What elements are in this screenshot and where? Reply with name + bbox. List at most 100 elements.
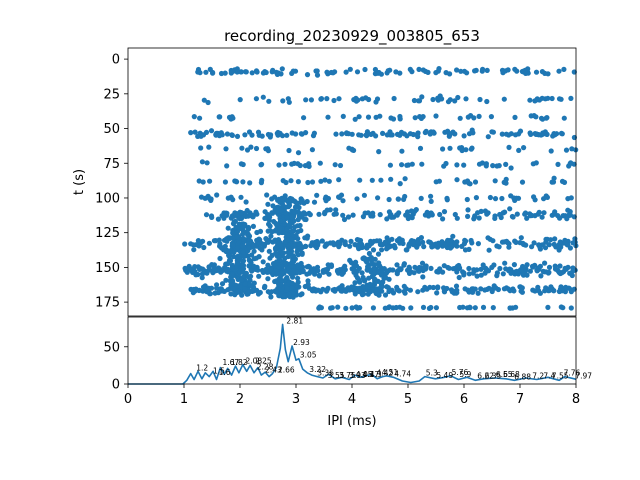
raster-point-987: [569, 272, 575, 279]
raster-point-139: [280, 98, 286, 104]
raster-point-313: [200, 132, 207, 138]
raster-point-67: [372, 66, 378, 73]
raster-point-1986: [370, 247, 377, 253]
raster-point-309: [259, 133, 265, 139]
raster-point-1077: [325, 262, 331, 268]
raster-y-tick-label-0: 0: [112, 53, 120, 68]
raster-point-435: [466, 180, 472, 186]
raster-point-423: [258, 180, 264, 186]
raster-point-369: [496, 163, 502, 169]
raster-point-51: [290, 68, 296, 74]
raster-point-870: [397, 240, 403, 246]
raster-point-345: [469, 145, 475, 151]
raster-point-1971: [238, 210, 244, 216]
raster-point-2055: [367, 289, 374, 295]
raster-point-50: [443, 70, 449, 76]
raster-point-1064: [199, 275, 205, 281]
raster-point-2068: [375, 251, 382, 257]
raster-point-1974: [244, 229, 250, 235]
raster-point-317: [206, 144, 212, 150]
raster-point-359: [204, 160, 210, 166]
raster-point-77: [210, 70, 216, 76]
raster-point-365: [461, 162, 467, 168]
raster-point-386: [317, 160, 323, 166]
raster-point-402: [247, 180, 253, 186]
raster-point-894: [538, 273, 544, 279]
raster-point-509: [350, 212, 356, 218]
raster-frame: [127, 47, 577, 317]
raster-point-2058: [360, 284, 366, 290]
raster-point-1965: [230, 286, 236, 292]
raster-point-87: [207, 66, 213, 72]
raster-point-1654: [304, 271, 310, 277]
peak-label-31: 6.68: [503, 370, 520, 379]
raster-point-66: [203, 69, 209, 75]
raster-point-1693: [286, 222, 292, 228]
raster-point-1972: [236, 221, 242, 227]
raster-point-304: [503, 131, 509, 137]
raster-point-1679: [289, 280, 295, 286]
raster-point-473: [375, 195, 381, 201]
raster-point-1841: [248, 273, 254, 279]
raster-point-1949: [249, 288, 255, 294]
raster-point-445: [314, 192, 320, 198]
raster-point-13: [561, 66, 567, 72]
raster-point-1724: [272, 278, 278, 285]
raster-point-308: [446, 130, 452, 136]
raster-point-560: [340, 212, 346, 218]
raster-point-2011: [378, 272, 384, 278]
raster-point-235: [339, 131, 345, 137]
raster-point-494: [428, 198, 434, 204]
raster-point-879: [448, 237, 454, 243]
raster-point-144: [303, 97, 309, 103]
raster-point-624: [497, 211, 503, 218]
raster-point-434: [233, 178, 239, 184]
raster-point-1673: [301, 210, 307, 216]
raster-point-493: [198, 194, 205, 200]
raster-point-1764: [217, 255, 223, 262]
raster-point-275: [356, 132, 362, 138]
raster-y-axis-label: t (s): [72, 169, 87, 195]
peak-label-11: 2.93: [293, 338, 310, 347]
histogram-x-ticks: 0 1 2 3 4 5 6 7 8: [124, 384, 580, 407]
raster-point-1954: [251, 248, 257, 254]
raster-point-1977: [260, 259, 266, 265]
raster-point-160: [476, 113, 482, 119]
raster-point-470: [487, 194, 493, 201]
raster-point-491: [444, 197, 450, 203]
raster-point-801: [319, 238, 325, 244]
raster-point-1355: [325, 285, 331, 291]
raster-y-tick-label-75: 75: [103, 157, 120, 172]
raster-point-984: [542, 260, 548, 266]
raster-point-134: [318, 96, 324, 102]
peak-label-3: 1.67: [223, 358, 240, 367]
raster-point-1147: [217, 266, 223, 272]
raster-point-2053: [371, 267, 377, 273]
raster-point-391: [483, 161, 489, 167]
raster-point-2067: [376, 292, 382, 298]
raster-point-757: [191, 247, 197, 253]
raster-point-117: [527, 97, 533, 103]
raster-point-548: [539, 214, 545, 220]
raster-point-2043: [380, 279, 386, 285]
raster-point-101: [308, 97, 314, 103]
raster-point-1667: [272, 237, 278, 243]
raster-point-1825: [223, 277, 229, 283]
raster-point-1360: [332, 286, 338, 293]
raster-point-406: [472, 179, 479, 185]
raster-point-1399: [472, 305, 478, 311]
raster-point-274: [489, 129, 495, 135]
raster-point-2022: [352, 280, 358, 286]
raster-point-1034: [211, 262, 217, 268]
histogram-y-tick-label-50: 50: [103, 340, 120, 355]
raster-point-74: [254, 69, 260, 75]
raster-point-1044: [466, 265, 472, 272]
raster-point-0: [484, 67, 490, 73]
raster-point-1163: [514, 268, 520, 274]
peak-label-16: 3.75: [339, 371, 356, 380]
raster-point-1284: [212, 290, 218, 296]
raster-point-208: [284, 132, 290, 138]
raster-point-421: [336, 177, 342, 183]
raster-point-427: [378, 177, 384, 183]
raster-point-403: [305, 179, 311, 186]
